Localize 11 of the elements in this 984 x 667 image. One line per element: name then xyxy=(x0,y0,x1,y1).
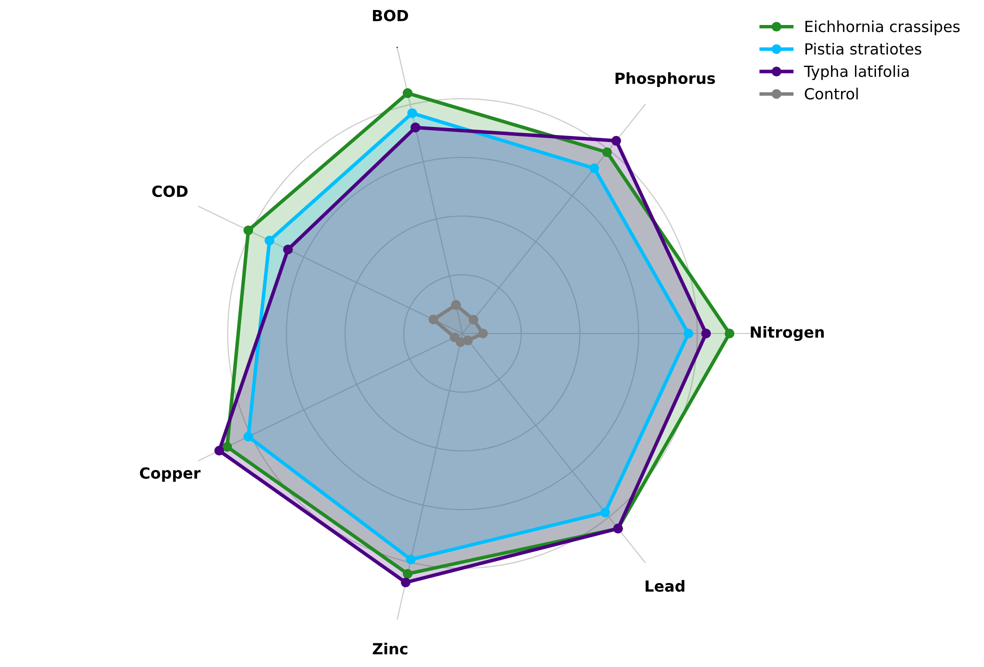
spoke-label: Lead xyxy=(646,580,684,592)
legend-label: Typha latifolia xyxy=(804,65,909,80)
legend-label: Pistia stratiotes xyxy=(805,42,922,55)
spoke-label: Phosphorus xyxy=(616,72,715,88)
spoke-label: Nitrogen xyxy=(750,326,824,341)
spoke-label: BOD xyxy=(372,10,408,22)
legend-label: Control xyxy=(804,88,858,100)
legend-label: Eichhornia crassipes xyxy=(805,20,960,36)
spoke-label: Zinc xyxy=(372,642,408,655)
spoke-label: COD xyxy=(152,185,188,198)
spoke-label: Copper xyxy=(140,467,201,482)
